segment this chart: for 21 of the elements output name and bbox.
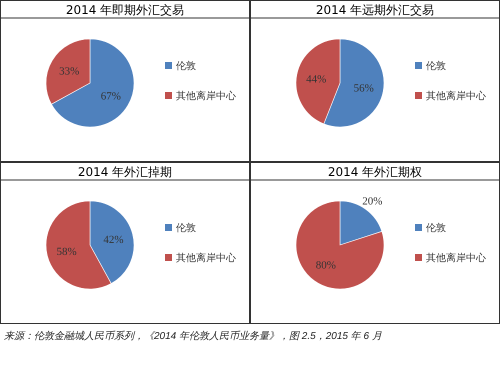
- legend-label: 伦敦: [426, 60, 446, 72]
- data-label: 20%: [362, 196, 382, 208]
- data-label: 58%: [56, 246, 77, 258]
- legend-label: 其他离岸中心: [426, 90, 486, 102]
- chart-title: 2014 年即期外汇交易: [66, 3, 184, 17]
- data-label: 33%: [59, 66, 80, 78]
- legend-label: 其他离岸中心: [426, 252, 486, 264]
- legend-label: 其他离岸中心: [176, 90, 236, 102]
- data-label: 44%: [306, 73, 326, 86]
- data-label: 42%: [103, 234, 124, 246]
- chart-title: 2014 年外汇掉期: [78, 165, 172, 179]
- legend-label: 伦敦: [176, 222, 196, 234]
- legend-label: 其他离岸中心: [176, 252, 236, 264]
- data-label: 67%: [100, 90, 121, 102]
- data-label: 80%: [316, 260, 336, 272]
- source-note: 来源：伦敦金融城人民币系列，《2014 年伦敦人民币业务量》，图 2.5，2015 年 6 月: [4, 330, 382, 342]
- legend-label: 伦敦: [426, 222, 446, 234]
- chart-title: 2014 年外汇期权: [328, 165, 422, 179]
- legend-label: 伦敦: [176, 60, 196, 72]
- chart-title: 2014 年远期外汇交易: [316, 3, 434, 17]
- data-label: 56%: [354, 82, 374, 95]
